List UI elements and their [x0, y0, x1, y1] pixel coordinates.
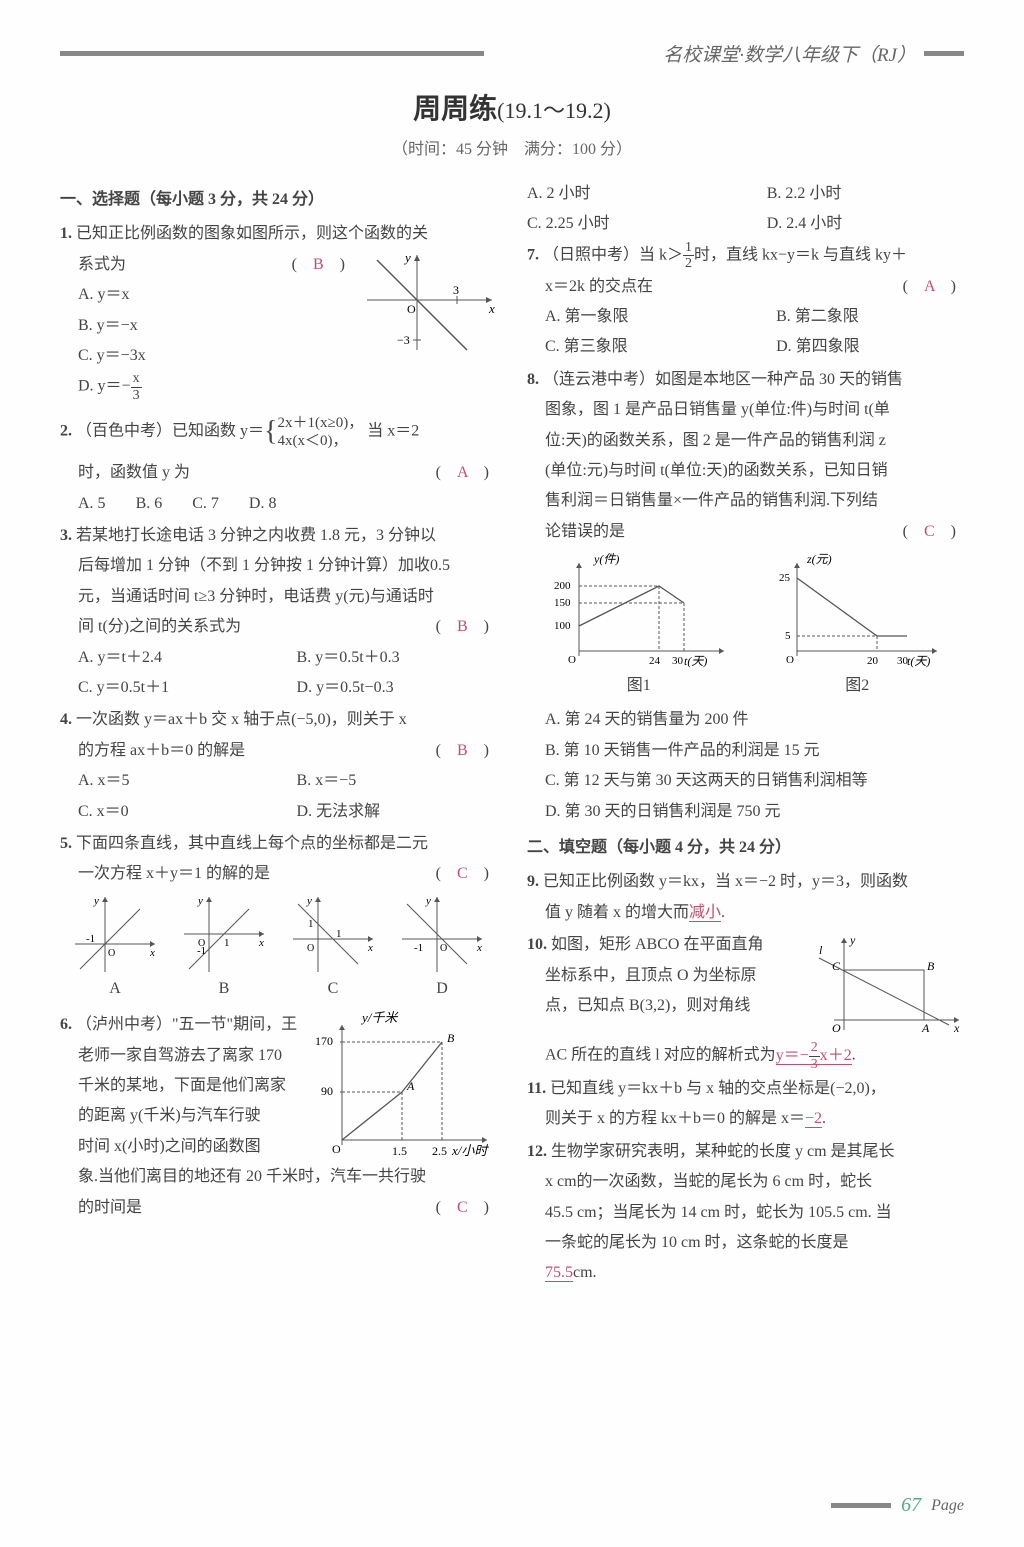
svg-text:O: O — [307, 943, 314, 954]
svg-text:25: 25 — [779, 572, 791, 584]
svg-text:1: 1 — [224, 937, 230, 949]
svg-text:24: 24 — [649, 655, 661, 667]
q1-graph: x y O 3 −3 — [357, 250, 497, 360]
question-4: 4. 一次函数 y＝ax＋b 交 x 轴于点(−5,0)，则关于 x 的方程 a… — [60, 705, 497, 827]
svg-text:O: O — [832, 1021, 841, 1035]
svg-text:y: y — [93, 895, 99, 907]
page-number: 67 — [901, 1494, 921, 1517]
svg-text:y: y — [849, 933, 856, 947]
q8-graphs: y(件) O t(天) 200 150 100 24 30 图1 — [527, 551, 964, 701]
svg-text:150: 150 — [554, 597, 571, 609]
svg-text:x: x — [953, 1021, 960, 1035]
section-1-head: 一、选择题（每小题 3 分，共 24 分） — [60, 185, 497, 215]
content-columns: 一、选择题（每小题 3 分，共 24 分） 1. 已知正比例函数的图象如图所示，… — [60, 179, 964, 1291]
svg-text:30: 30 — [672, 655, 684, 667]
q5-graphs: xyO-1 A xyO1-1 B xyO11 C xyO-1 D — [60, 890, 497, 1008]
header-rule-right — [924, 51, 964, 56]
svg-text:3: 3 — [453, 283, 459, 297]
svg-text:20: 20 — [867, 655, 879, 667]
svg-text:B: B — [927, 959, 935, 973]
svg-text:O: O — [108, 948, 115, 959]
header-rule-left — [60, 51, 484, 56]
svg-text:1.5: 1.5 — [392, 1144, 407, 1158]
page-footer: 67 Page — [831, 1494, 964, 1517]
question-1: 1. 已知正比例函数的图象如图所示，则这个函数的关 x y O 3 −3 系式为… — [60, 219, 497, 403]
left-column: 一、选择题（每小题 3 分，共 24 分） 1. 已知正比例函数的图象如图所示，… — [60, 179, 497, 1291]
question-6: y/千米 O x/小时 170 90 1.5 2.5 A B 6. （泸州中考）… — [60, 1010, 497, 1223]
worksheet-subtitle: （时间：45 分钟 满分：100 分） — [60, 135, 964, 159]
worksheet-title: 周周练(19.1～19.2) — [60, 87, 964, 127]
svg-text:−3: −3 — [397, 333, 410, 347]
svg-text:x: x — [488, 301, 495, 316]
svg-text:1: 1 — [308, 918, 314, 930]
svg-text:2.5: 2.5 — [432, 1144, 447, 1158]
svg-text:O: O — [568, 654, 576, 666]
svg-text:1: 1 — [336, 928, 342, 940]
svg-text:x/小时: x/小时 — [451, 1143, 489, 1158]
page-label: Page — [931, 1497, 964, 1515]
svg-text:t(天): t(天) — [684, 654, 707, 668]
svg-text:170: 170 — [315, 1034, 333, 1048]
svg-text:y: y — [197, 895, 203, 907]
right-column: A. 2 小时B. 2.2 小时 C. 2.25 小时D. 2.4 小时 7. … — [527, 179, 964, 1291]
svg-text:B: B — [447, 1031, 455, 1045]
svg-text:200: 200 — [554, 580, 571, 592]
question-7: 7. （日照中考）当 k＞12时，直线 kx−y＝k 与直线 ky＋ x＝2k … — [527, 240, 964, 363]
q6-graph: y/千米 O x/小时 170 90 1.5 2.5 A B — [307, 1010, 497, 1160]
svg-text:y/千米: y/千米 — [360, 1010, 399, 1025]
question-10: x y l C B O A 10. 如图，矩形 ABCO 在平面直角 坐标系中，… — [527, 930, 964, 1072]
svg-text:y: y — [425, 895, 431, 907]
svg-text:x: x — [476, 942, 482, 954]
svg-text:x: x — [149, 947, 155, 959]
svg-text:-1: -1 — [197, 945, 206, 957]
svg-text:5: 5 — [785, 630, 791, 642]
question-8: 8. （连云港中考）如图是本地区一种产品 30 天的销售 图象，图 1 是产品日… — [527, 365, 964, 827]
svg-text:A: A — [406, 1079, 415, 1093]
svg-text:y: y — [403, 250, 411, 265]
svg-text:l: l — [819, 943, 823, 957]
svg-text:x: x — [258, 937, 264, 949]
question-2: 2. （百色中考）已知函数 y＝{2x＋1(x≥0)，4x(x＜0)， 当 x＝… — [60, 405, 497, 519]
svg-text:-1: -1 — [414, 942, 423, 954]
footer-rule — [831, 1503, 891, 1508]
page-header: 名校课堂·数学八年级下（RJ） — [60, 40, 964, 67]
svg-text:y: y — [306, 895, 312, 907]
svg-text:O: O — [407, 302, 416, 316]
svg-text:100: 100 — [554, 620, 571, 632]
svg-text:A: A — [921, 1021, 930, 1035]
svg-text:y(件): y(件) — [593, 552, 619, 566]
svg-text:x: x — [367, 942, 373, 954]
question-11: 11. 已知直线 y＝kx＋b 与 x 轴的交点坐标是(−2,0)， 则关于 x… — [527, 1074, 964, 1135]
book-title: 名校课堂·数学八年级下（RJ） — [663, 40, 916, 67]
svg-text:O: O — [440, 943, 447, 954]
question-12: 12. 生物学家研究表明，某种蛇的长度 y cm 是其尾长 x cm的一次函数，… — [527, 1137, 964, 1289]
svg-text:90: 90 — [321, 1084, 333, 1098]
svg-text:30: 30 — [897, 655, 909, 667]
svg-text:z(元): z(元) — [806, 552, 832, 566]
question-3: 3. 若某地打长途电话 3 分钟之内收费 1.8 元，3 分钟以 后每增加 1 … — [60, 521, 497, 703]
q10-graph: x y l C B O A — [814, 930, 964, 1040]
q1-opt-d: D. y＝−x3 — [60, 371, 497, 403]
svg-text:-1: -1 — [86, 933, 95, 945]
svg-text:O: O — [332, 1142, 341, 1156]
section-2-head: 二、填空题（每小题 4 分，共 24 分） — [527, 833, 964, 863]
svg-text:O: O — [786, 654, 794, 666]
svg-text:C: C — [832, 959, 841, 973]
svg-text:t(天): t(天) — [907, 654, 930, 668]
question-9: 9. 已知正比例函数 y＝kx，当 x＝−2 时，y＝3，则函数 值 y 随着 … — [527, 867, 964, 928]
question-5: 5. 下面四条直线，其中直线上每个点的坐标都是二元 一次方程 x＋y＝1 的解的… — [60, 829, 497, 1008]
